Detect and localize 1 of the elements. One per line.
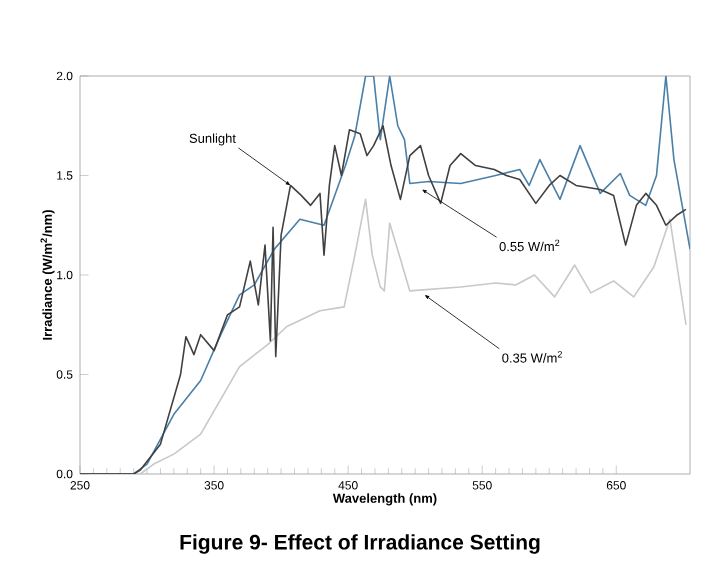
text: Figure 9- Effect of Irradiance Setting bbox=[180, 534, 540, 554]
